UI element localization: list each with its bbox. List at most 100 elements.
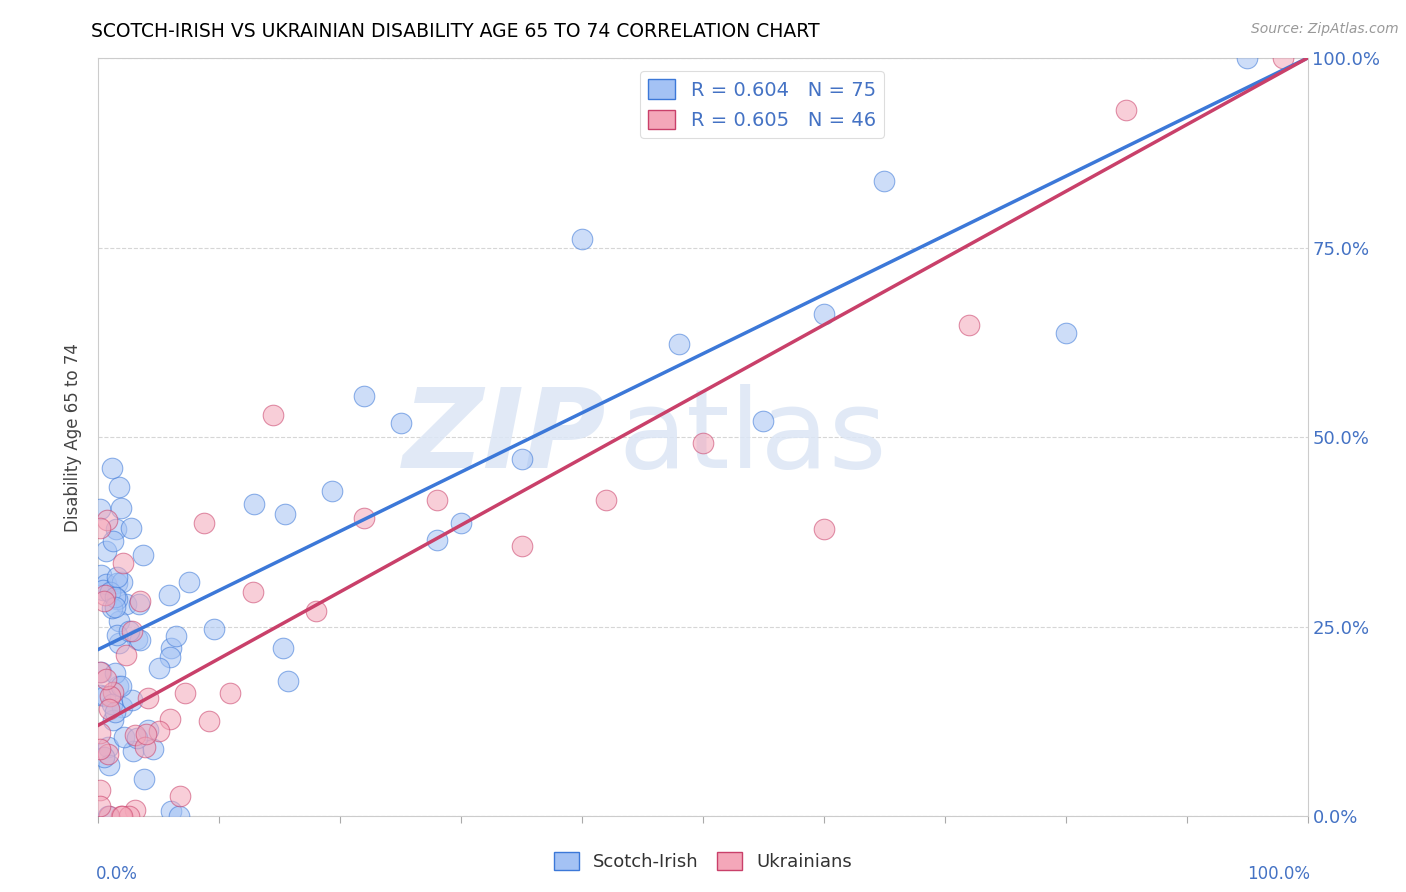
- Ukrainians: [89, 798, 111, 813]
- Ukrainians: [353, 511, 375, 525]
- Scotch-Irish: [157, 588, 180, 602]
- Ukrainians: [138, 690, 160, 705]
- Scotch-Irish: [108, 614, 131, 628]
- Scotch-Irish: [90, 567, 112, 582]
- Ukrainians: [159, 712, 181, 726]
- Ukrainians: [426, 493, 449, 508]
- Scotch-Irish: [389, 416, 412, 430]
- Legend: Scotch-Irish, Ukrainians: Scotch-Irish, Ukrainians: [547, 845, 859, 879]
- Scotch-Irish: [104, 599, 127, 614]
- Scotch-Irish: [510, 451, 533, 466]
- Scotch-Irish: [353, 389, 375, 403]
- Ukrainians: [692, 435, 714, 450]
- Scotch-Irish: [128, 597, 150, 611]
- Ukrainians: [89, 665, 111, 680]
- Ukrainians: [124, 803, 146, 817]
- Ukrainians: [115, 648, 138, 663]
- Text: ZIP: ZIP: [402, 384, 606, 491]
- Scotch-Irish: [89, 688, 111, 702]
- Scotch-Irish: [100, 697, 122, 711]
- Scotch-Irish: [121, 693, 143, 707]
- Ukrainians: [118, 809, 141, 823]
- Scotch-Irish: [111, 575, 134, 590]
- Scotch-Irish: [118, 624, 141, 639]
- Scotch-Irish: [243, 498, 266, 512]
- Scotch-Irish: [136, 723, 159, 738]
- Scotch-Irish: [873, 174, 896, 188]
- Scotch-Irish: [274, 508, 297, 522]
- Ukrainians: [1115, 103, 1137, 117]
- Ukrainians: [112, 556, 135, 570]
- Ukrainians: [129, 594, 152, 608]
- Scotch-Irish: [813, 307, 835, 321]
- Scotch-Irish: [93, 750, 115, 764]
- Scotch-Irish: [105, 628, 128, 642]
- Scotch-Irish: [120, 521, 142, 535]
- Scotch-Irish: [129, 632, 152, 647]
- Ukrainians: [595, 493, 617, 508]
- Scotch-Irish: [104, 705, 127, 719]
- Ukrainians: [957, 318, 980, 333]
- Scotch-Irish: [450, 516, 472, 531]
- Scotch-Irish: [159, 649, 181, 664]
- Ukrainians: [169, 789, 191, 803]
- Scotch-Irish: [202, 622, 225, 636]
- Scotch-Irish: [94, 689, 117, 703]
- Ukrainians: [89, 783, 111, 797]
- Scotch-Irish: [101, 461, 124, 475]
- Scotch-Irish: [142, 741, 165, 756]
- Scotch-Irish: [121, 743, 143, 757]
- Ukrainians: [135, 727, 157, 741]
- Scotch-Irish: [277, 674, 299, 689]
- Scotch-Irish: [110, 500, 132, 515]
- Text: SCOTCH-IRISH VS UKRAINIAN DISABILITY AGE 65 TO 74 CORRELATION CHART: SCOTCH-IRISH VS UKRAINIAN DISABILITY AGE…: [91, 22, 820, 41]
- Ukrainians: [94, 672, 117, 686]
- Scotch-Irish: [148, 661, 170, 675]
- Scotch-Irish: [426, 533, 449, 547]
- Ukrainians: [197, 714, 219, 728]
- Ukrainians: [193, 516, 215, 531]
- Ukrainians: [1272, 51, 1295, 65]
- Scotch-Irish: [90, 665, 112, 679]
- Scotch-Irish: [752, 414, 775, 428]
- Text: atlas: atlas: [619, 384, 887, 491]
- Ukrainians: [98, 701, 121, 715]
- Ukrainians: [89, 726, 111, 740]
- Scotch-Irish: [94, 577, 117, 591]
- Scotch-Irish: [134, 772, 156, 786]
- Scotch-Irish: [1054, 326, 1077, 341]
- Scotch-Irish: [97, 809, 120, 823]
- Ukrainians: [813, 522, 835, 536]
- Ukrainians: [174, 685, 197, 699]
- Scotch-Irish: [160, 804, 183, 818]
- Scotch-Irish: [160, 640, 183, 655]
- Scotch-Irish: [110, 679, 132, 693]
- Ukrainians: [94, 588, 117, 602]
- Text: 0.0%: 0.0%: [96, 865, 138, 883]
- Ukrainians: [262, 408, 284, 422]
- Scotch-Irish: [131, 549, 153, 563]
- Y-axis label: Disability Age 65 to 74: Disability Age 65 to 74: [65, 343, 83, 532]
- Ukrainians: [510, 539, 533, 553]
- Scotch-Irish: [104, 522, 127, 536]
- Scotch-Irish: [668, 336, 690, 351]
- Scotch-Irish: [108, 480, 131, 494]
- Ukrainians: [148, 724, 170, 739]
- Ukrainians: [134, 740, 156, 755]
- Scotch-Irish: [115, 597, 138, 611]
- Legend: R = 0.604   N = 75, R = 0.605   N = 46: R = 0.604 N = 75, R = 0.605 N = 46: [640, 71, 883, 138]
- Ukrainians: [97, 809, 120, 823]
- Ukrainians: [93, 594, 115, 608]
- Ukrainians: [124, 728, 146, 742]
- Scotch-Irish: [108, 636, 131, 650]
- Scotch-Irish: [103, 666, 125, 681]
- Scotch-Irish: [125, 731, 148, 745]
- Scotch-Irish: [89, 502, 111, 516]
- Scotch-Irish: [177, 574, 200, 589]
- Ukrainians: [111, 809, 134, 823]
- Scotch-Irish: [571, 232, 593, 246]
- Scotch-Irish: [271, 641, 294, 656]
- Scotch-Irish: [105, 570, 128, 584]
- Scotch-Irish: [98, 585, 121, 599]
- Scotch-Irish: [97, 740, 120, 755]
